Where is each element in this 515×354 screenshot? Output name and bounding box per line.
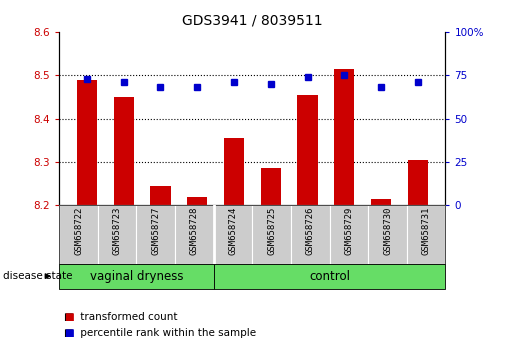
Bar <box>368 205 407 264</box>
Text: GSM658730: GSM658730 <box>383 207 392 256</box>
Bar <box>98 205 136 264</box>
Text: GSM658726: GSM658726 <box>306 207 315 256</box>
Bar <box>297 95 318 205</box>
Text: disease state: disease state <box>3 271 72 281</box>
Bar <box>187 196 208 205</box>
Text: GSM658722: GSM658722 <box>74 207 83 256</box>
Bar <box>408 160 428 205</box>
Bar <box>224 138 244 205</box>
Text: ■: ■ <box>64 328 74 338</box>
Text: GSM658727: GSM658727 <box>151 207 160 256</box>
Bar <box>252 205 291 264</box>
Text: GSM658723: GSM658723 <box>113 207 122 256</box>
Text: GSM658725: GSM658725 <box>267 207 276 256</box>
Text: GSM658729: GSM658729 <box>345 207 353 256</box>
Bar <box>175 205 214 264</box>
Bar <box>214 205 252 264</box>
Bar <box>371 199 391 205</box>
Bar <box>59 205 98 264</box>
Text: vaginal dryness: vaginal dryness <box>90 270 183 282</box>
Text: GSM658724: GSM658724 <box>229 207 237 256</box>
Text: ■: ■ <box>64 312 74 322</box>
Text: ■  transformed count: ■ transformed count <box>64 312 178 322</box>
Bar <box>334 69 354 205</box>
Text: GSM658728: GSM658728 <box>190 207 199 256</box>
Bar <box>150 186 170 205</box>
Text: GSM658731: GSM658731 <box>422 207 431 256</box>
Bar <box>214 264 445 289</box>
Bar <box>59 264 214 289</box>
Text: control: control <box>309 270 350 282</box>
Bar <box>77 80 97 205</box>
Bar <box>136 205 175 264</box>
Text: ■  percentile rank within the sample: ■ percentile rank within the sample <box>64 328 256 338</box>
Bar <box>261 169 281 205</box>
Bar <box>407 205 445 264</box>
Bar <box>291 205 330 264</box>
Title: GDS3941 / 8039511: GDS3941 / 8039511 <box>182 14 323 28</box>
Bar <box>330 205 368 264</box>
Bar <box>113 97 134 205</box>
